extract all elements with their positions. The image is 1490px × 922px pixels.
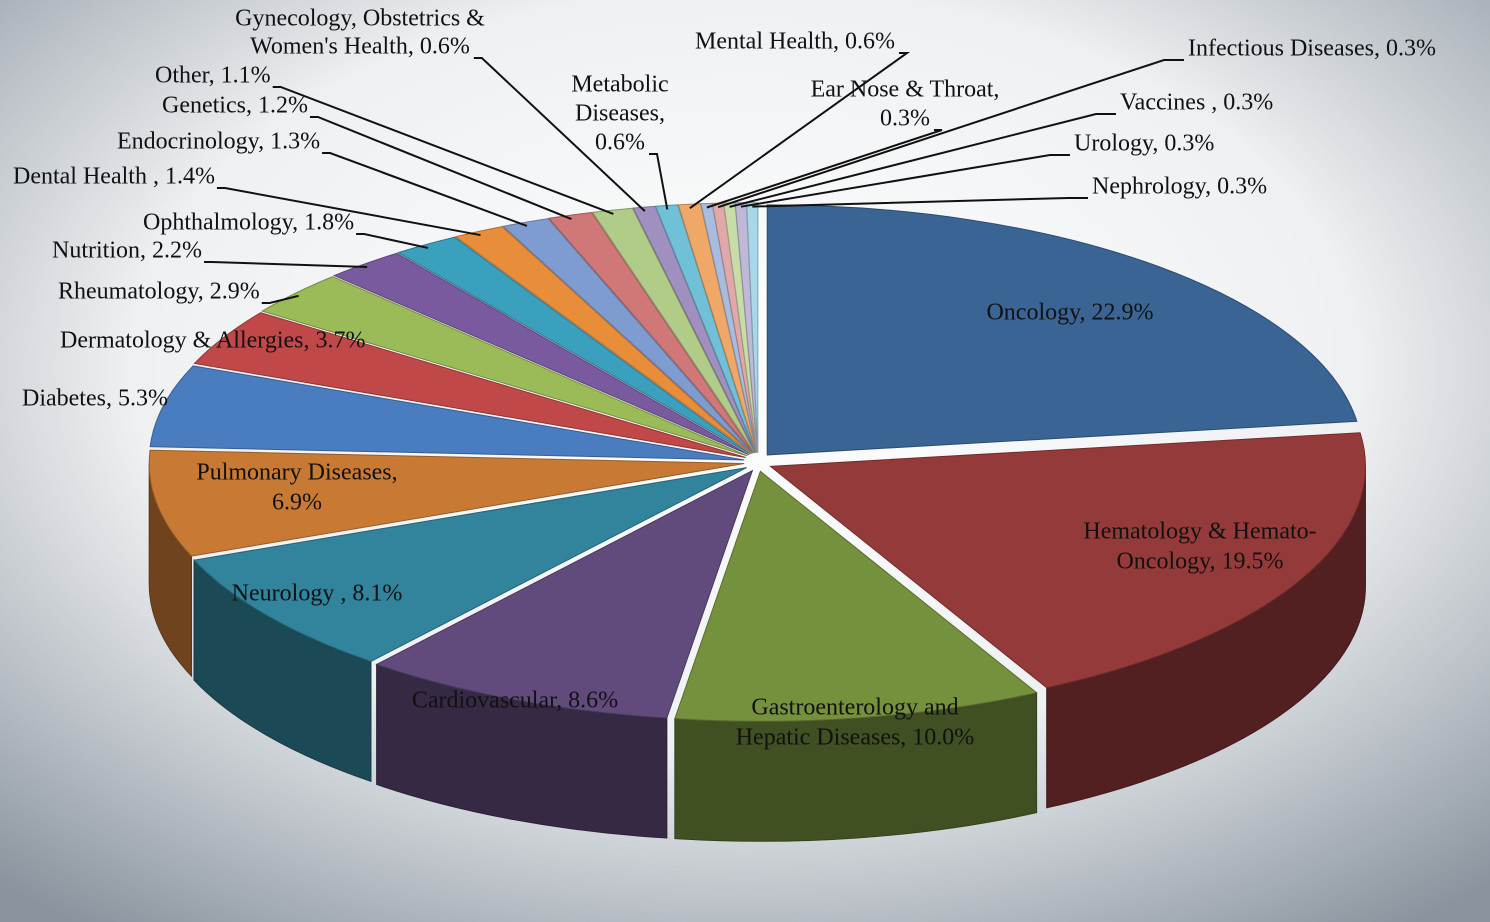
data-label: Hepatic Diseases, 10.0% [736, 725, 975, 751]
data-label: Ophthalmology, 1.8% [143, 210, 354, 236]
leader-line [261, 294, 299, 304]
data-label: Women's Health, 0.6% [250, 34, 470, 60]
leader-line [204, 261, 368, 269]
leader-line [689, 52, 911, 210]
data-label: Nephrology, 0.3% [1092, 174, 1267, 200]
data-label: Oncology, 19.5% [1116, 549, 1283, 575]
data-label: Ear Nose & Throat, [811, 77, 1000, 103]
slice [193, 312, 746, 458]
leader-line [309, 116, 572, 220]
tops [148, 202, 1366, 722]
leader-line [272, 86, 614, 215]
data-label: Endocrinology, 1.3% [117, 129, 320, 155]
data-label: Dental Health , 1.4% [13, 164, 215, 190]
slice [502, 218, 754, 454]
data-label: 0.6% [595, 130, 645, 156]
slice [149, 365, 745, 461]
leader-line [473, 57, 646, 212]
slice [148, 449, 745, 557]
slice [591, 207, 756, 454]
data-label: Neurology , 8.1% [232, 581, 403, 607]
slice [193, 467, 747, 662]
leader-line [717, 59, 1184, 209]
data-label: Other, 1.1% [155, 63, 271, 89]
slice [396, 236, 751, 455]
slice [454, 226, 752, 455]
data-label: Pulmonary Diseases, [196, 460, 397, 486]
data-label: Diabetes, 5.3% [22, 386, 168, 412]
data-label: Cardiovascular, 8.6% [412, 688, 618, 714]
data-label: Oncology, 22.9% [986, 300, 1153, 326]
data-label: Mental Health, 0.6% [695, 29, 895, 55]
data-label: Gynecology, Obstetrics & [235, 6, 485, 32]
data-label: Urology, 0.3% [1074, 131, 1214, 157]
data-label: Hematology & Hemato- [1083, 519, 1316, 545]
data-label: Gastroenterology and [751, 695, 958, 721]
leader-line [729, 113, 1116, 208]
labels: Oncology, 22.9% Hematology & Hemato- Oncol… [13, 6, 1436, 751]
data-label: Metabolic [571, 72, 668, 98]
data-label: Rheumatology, 2.9% [58, 279, 260, 305]
data-label: Genetics, 1.2% [162, 93, 308, 119]
leader-line [216, 187, 481, 237]
slice [548, 211, 755, 454]
leader-line [740, 154, 1070, 208]
data-label: Dermatology & Allergies, 3.7% [60, 328, 366, 354]
leader-line [356, 233, 429, 249]
slice [332, 252, 750, 456]
data-label: 6.9% [272, 490, 322, 516]
data-label: Vaccines , 0.3% [1120, 90, 1273, 116]
data-label: Infectious Diseases, 0.3% [1188, 36, 1436, 62]
slice [375, 469, 754, 719]
slice [766, 204, 1358, 456]
data-label: Nutrition, 2.2% [52, 238, 202, 264]
leader-line [649, 153, 669, 210]
slice [261, 276, 748, 457]
leader-line [322, 152, 528, 227]
slice [769, 432, 1366, 689]
slice [632, 205, 756, 453]
data-label: Diseases, [575, 101, 665, 127]
leader-line [706, 129, 943, 209]
leader-line [752, 197, 1088, 208]
data-label: 0.3% [880, 106, 930, 132]
slice [674, 470, 1038, 722]
